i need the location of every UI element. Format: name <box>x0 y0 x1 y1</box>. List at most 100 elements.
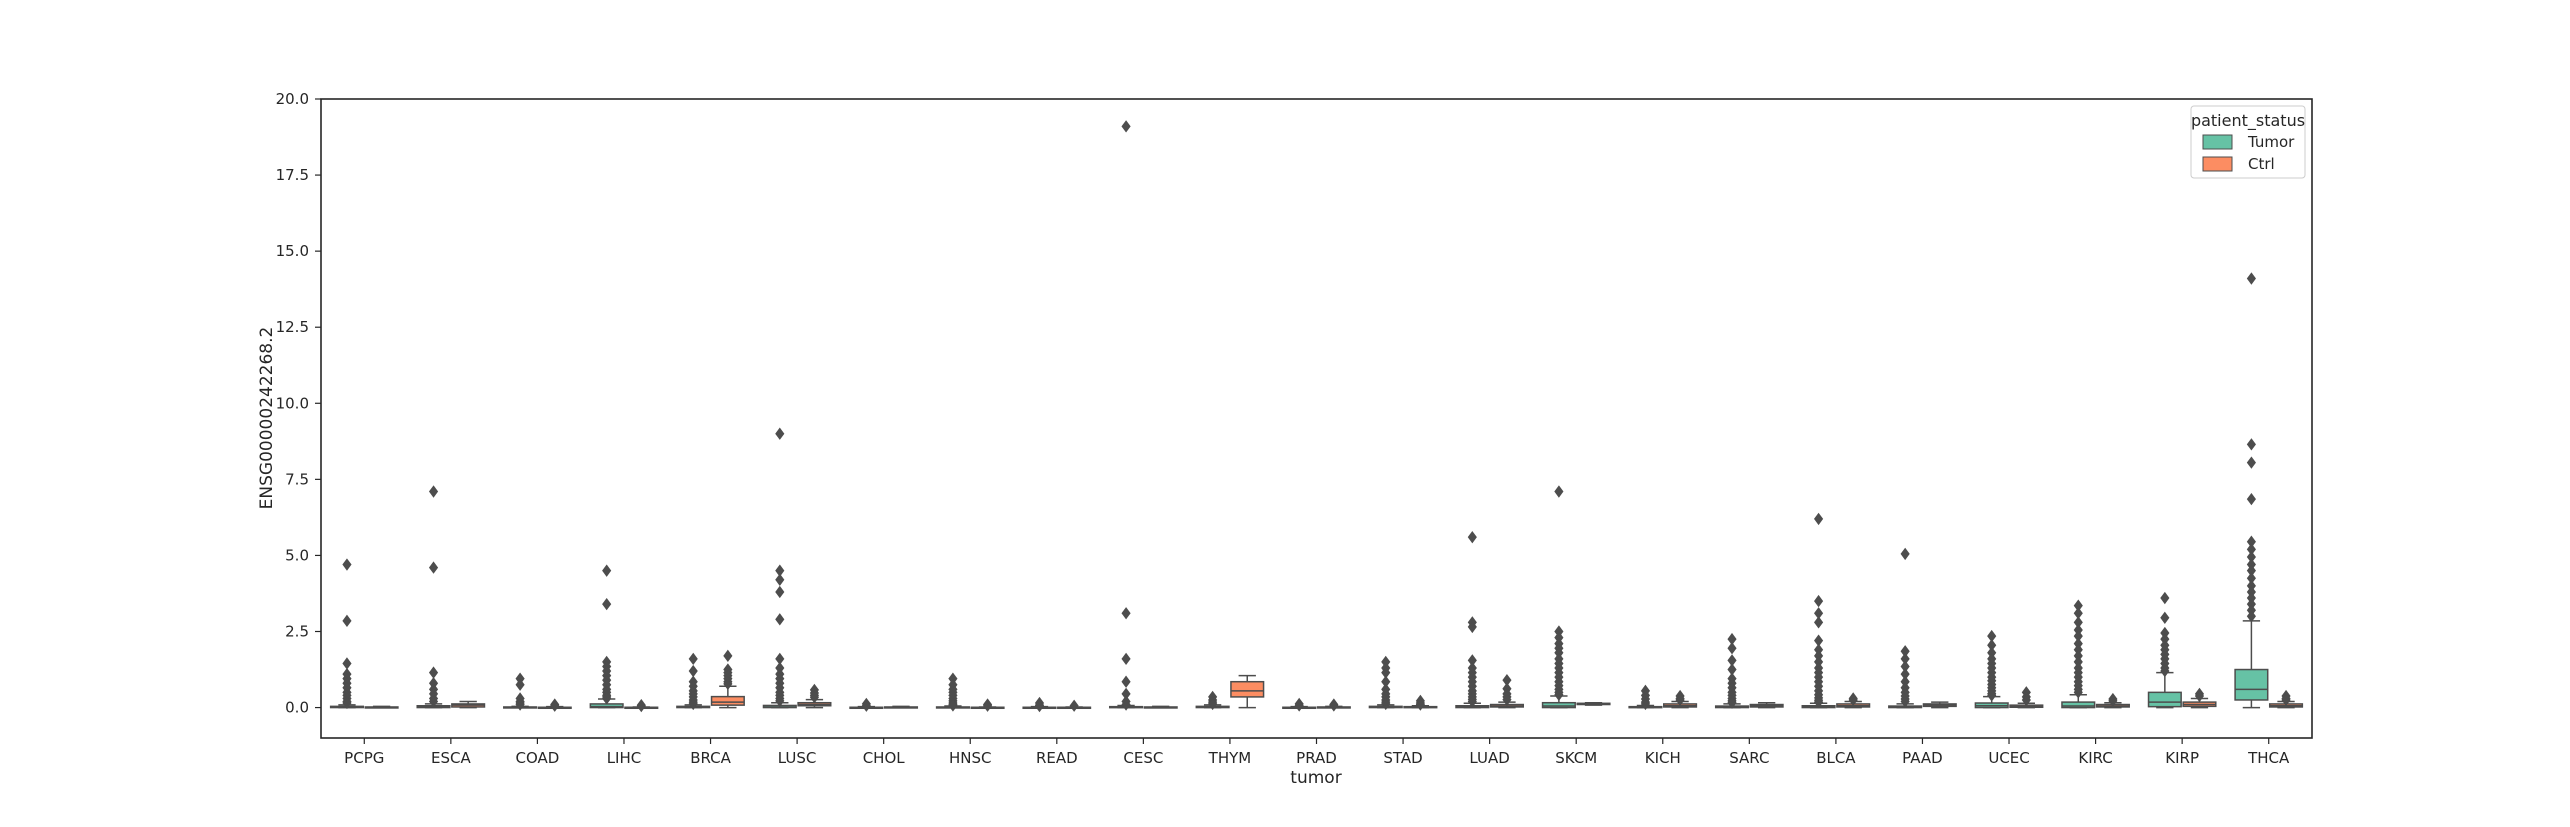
outlier-point <box>1415 698 1425 711</box>
outlier-point <box>1727 696 1737 709</box>
outlier-point <box>515 678 525 691</box>
x-tick-label: LIHC <box>607 749 642 767</box>
box-tumor-luad <box>1455 530 1490 709</box>
box-ctrl-stad <box>1403 694 1438 711</box>
outlier-point <box>1814 594 1824 608</box>
outlier-point <box>861 699 871 712</box>
box-ctrl-blca <box>1836 692 1871 709</box>
box-ctrl-luad <box>1489 674 1525 709</box>
y-tick-label: 5.0 <box>285 546 309 564</box>
box-ctrl-kirp <box>2182 687 2217 709</box>
outlier-point <box>688 652 698 666</box>
box-ctrl-thym <box>1230 674 1265 709</box>
box-ctrl-chol <box>883 705 919 709</box>
box-tumor-thym <box>1195 690 1230 711</box>
box-ctrl-coad <box>537 698 572 712</box>
outlier-point <box>602 597 612 611</box>
outlier-point <box>1987 689 1997 702</box>
box-tumor-thca <box>2234 272 2269 709</box>
y-tick-label: 7.5 <box>285 470 309 488</box>
y-tick-label: 0.0 <box>285 699 309 717</box>
outlier-point <box>1848 693 1858 707</box>
x-tick-label: BLCA <box>1816 749 1856 767</box>
outlier-point <box>636 699 646 713</box>
outlier-point <box>2073 686 2083 699</box>
box-tumor-paad <box>1888 547 1923 709</box>
x-tick-label: READ <box>1036 749 1078 767</box>
outlier-point <box>1121 120 1131 133</box>
box-ctrl-hnsc <box>970 698 1005 712</box>
box-ctrl-kich <box>1663 689 1698 709</box>
outlier-point <box>1329 699 1339 712</box>
outlier-point <box>1121 652 1131 666</box>
y-tick-label: 17.5 <box>276 166 309 184</box>
box-ctrl-paad <box>1922 701 1957 709</box>
x-tick-label: UCEC <box>1988 749 2029 767</box>
legend-label-tumor: Tumor <box>2247 133 2295 151</box>
box-ctrl-pcpg <box>364 705 399 709</box>
outlier-point <box>342 558 352 571</box>
outlier-point <box>809 691 819 704</box>
box-tumor-cesc <box>1108 120 1144 711</box>
box-tumor-hnsc <box>935 672 970 712</box>
outlier-point <box>2246 456 2256 469</box>
legend-label-ctrl: Ctrl <box>2248 155 2275 173</box>
outlier-point <box>1121 698 1131 711</box>
outlier-point <box>1900 695 1910 708</box>
outlier-point <box>1814 695 1824 709</box>
x-tick-label: COAD <box>515 749 559 767</box>
box-ctrl-lihc <box>624 698 659 713</box>
outlier-point <box>2246 438 2256 451</box>
x-tick-label: CESC <box>1123 749 1163 767</box>
x-tick-label: KIRP <box>2165 749 2199 767</box>
outlier-point <box>2246 492 2256 506</box>
x-tick-label: CHOL <box>863 749 906 767</box>
box-tumor-esca <box>416 485 451 709</box>
box-ctrl-esca <box>451 700 486 709</box>
outlier-point <box>982 699 993 712</box>
legend: patient_status Tumor Ctrl <box>2190 105 2306 179</box>
x-tick-label: ESCA <box>431 749 471 767</box>
outlier-point <box>428 695 439 708</box>
y-tick-label: 15.0 <box>276 242 309 260</box>
box-tumor-skcm <box>1541 485 1576 709</box>
box-ctrl-cesc <box>1143 705 1178 709</box>
box-tumor-blca <box>1801 512 1836 709</box>
outlier-point <box>1814 616 1824 629</box>
outlier-point <box>515 698 525 711</box>
y-tick-label: 10.0 <box>276 394 309 412</box>
outlier-point <box>2194 689 2205 703</box>
box-body <box>1541 701 1576 709</box>
legend-swatch-tumor <box>2202 134 2233 150</box>
x-axis: PCPG ESCA COAD LIHC BRCA LUSC CHOL HNSC READ CESC… <box>344 738 2290 767</box>
outlier-point <box>1121 607 1131 620</box>
box-body <box>2234 668 2269 701</box>
outlier-point <box>550 699 560 712</box>
x-tick-label: HNSC <box>949 749 992 767</box>
box-ctrl-lusc <box>797 683 832 709</box>
outlier-point <box>342 614 352 628</box>
outlier-point <box>1814 512 1824 526</box>
box-tumor-lusc <box>762 427 797 709</box>
y-axis-label: ENSG00000242268.2 <box>257 327 277 510</box>
outlier-point <box>1900 547 1910 561</box>
y-tick-label: 20.0 <box>276 90 309 108</box>
outlier-point <box>2160 664 2170 678</box>
box-body <box>710 695 745 706</box>
outlier-point <box>2281 693 2291 707</box>
x-tick-label: PCPG <box>344 749 384 767</box>
x-tick-label: BRCA <box>690 749 731 767</box>
x-tick-label: SKCM <box>1555 749 1597 767</box>
x-tick-label: SARC <box>1729 749 1769 767</box>
box-tumor-pcpg <box>329 558 365 710</box>
outlier-point <box>428 561 439 574</box>
y-tick-label: 2.5 <box>285 623 309 641</box>
x-tick-label: KIRC <box>2078 749 2112 767</box>
outlier-point <box>2021 693 2031 707</box>
outlier-point <box>723 677 733 691</box>
x-axis-label: tumor <box>1290 768 1341 788</box>
box-tumor-prad <box>1282 697 1317 712</box>
y-tick-label: 12.5 <box>276 318 309 336</box>
